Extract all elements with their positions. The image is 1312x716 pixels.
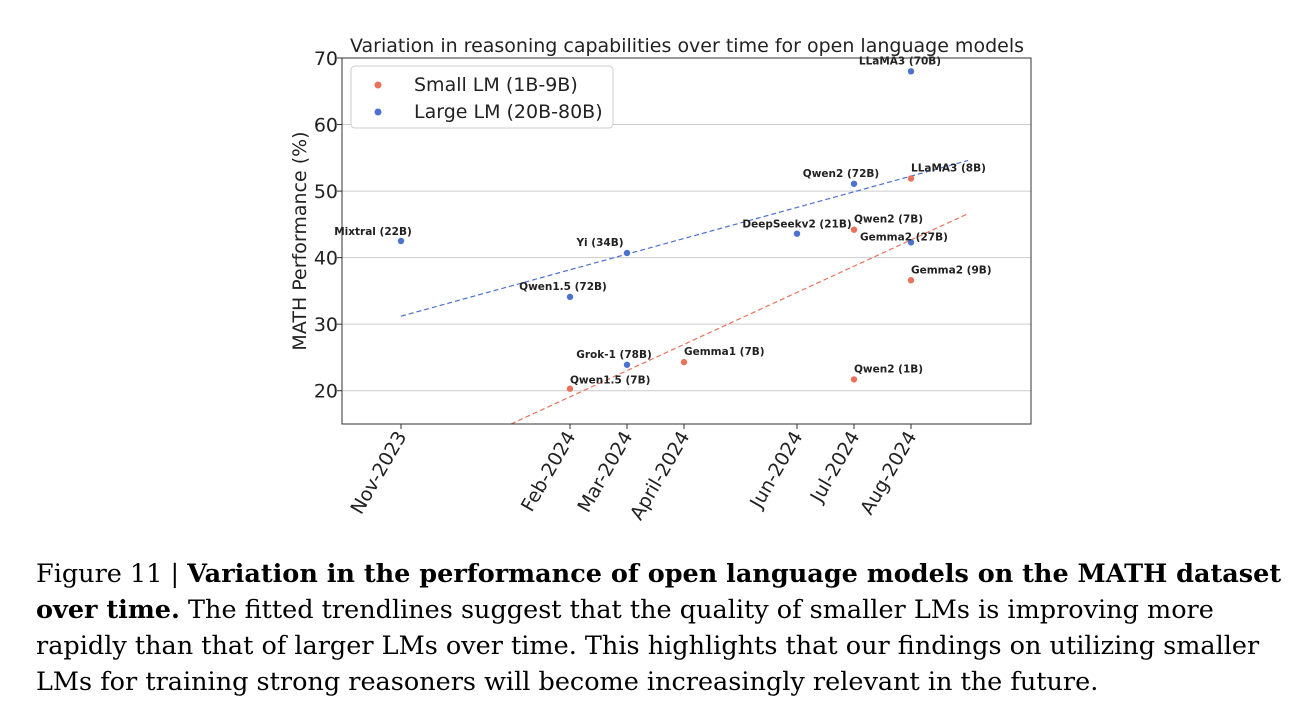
legend-label-small: Small LM (1B-9B) <box>414 74 578 96</box>
point-label: Qwen2 (72B) <box>803 168 879 180</box>
legend-marker-small <box>374 81 382 89</box>
x-tick-label: Aug-2024 <box>856 428 921 519</box>
point-label: Gemma1 (7B) <box>684 346 765 358</box>
y-axis-label: MATH Performance (%) <box>289 131 311 350</box>
data-point <box>850 180 858 187</box>
caption-title: Variation in the performance of open lan… <box>36 559 1282 625</box>
point-label: Mixtral (22B) <box>334 226 412 238</box>
y-tick-label: 20 <box>314 381 338 403</box>
trendline-small <box>510 213 969 425</box>
x-tick-label: Jul-2024 <box>806 428 865 508</box>
plot-frame <box>341 57 1032 425</box>
data-point <box>566 385 574 392</box>
legend-label-large: Large LM (20B-80B) <box>414 101 603 123</box>
point-label: Yi (34B) <box>575 237 623 249</box>
figure-caption: Figure 11 | Variation in the performance… <box>36 556 1288 700</box>
data-point <box>907 175 915 182</box>
x-tick-label: April-2024 <box>626 428 694 524</box>
x-tick-label: Mar-2024 <box>573 428 637 517</box>
y-tick-label: 30 <box>314 314 338 336</box>
data-point <box>566 293 574 301</box>
data-point <box>850 376 858 383</box>
point-label: Qwen1.5 (72B) <box>519 281 607 293</box>
data-points <box>397 68 915 392</box>
data-point <box>793 230 801 237</box>
x-tick-label: Feb-2024 <box>517 428 580 516</box>
x-tick-label: Jun-2024 <box>745 428 807 513</box>
scatter-chart: Variation in reasoning capabilities over… <box>289 35 1032 524</box>
trendline-large <box>400 159 969 317</box>
y-axis-ticks: 20 30 40 50 60 70 <box>314 48 342 403</box>
trendlines <box>400 159 969 425</box>
point-label: Grok-1 (78B) <box>576 349 652 361</box>
data-point <box>680 358 688 366</box>
caption-body: The fitted trendlines suggest that the q… <box>36 595 1260 697</box>
legend-box <box>350 65 614 129</box>
data-point <box>850 226 858 233</box>
y-tick-label: 50 <box>314 181 338 203</box>
point-label: LLaMA3 (70B) <box>859 55 941 67</box>
point-label: Qwen1.5 (7B) <box>570 375 650 387</box>
chart-title: Variation in reasoning capabilities over… <box>350 35 1024 57</box>
point-label: LLaMA3 (8B) <box>911 162 986 174</box>
y-tick-label: 70 <box>314 48 338 70</box>
point-labels: Qwen1.5 (7B) Gemma1 (7B) Qwen2 (7B) Qwen2 (… <box>334 55 991 386</box>
data-point <box>623 249 631 257</box>
caption-prefix: Figure 11 | <box>36 559 188 589</box>
legend: Small LM (1B-9B) Large LM (20B-80B) <box>350 65 614 129</box>
x-tick-label: Nov-2023 <box>346 428 411 518</box>
data-point <box>397 237 405 245</box>
point-label: Qwen2 (7B) <box>854 214 923 226</box>
y-tick-label: 40 <box>314 248 338 270</box>
data-point <box>907 277 915 284</box>
point-label: Gemma2 (9B) <box>911 264 992 276</box>
point-label: Qwen2 (1B) <box>854 363 923 375</box>
data-point <box>907 68 915 75</box>
point-label: Gemma2 (27B) <box>860 231 948 243</box>
y-tick-label: 60 <box>314 115 338 137</box>
legend-marker-large <box>374 108 382 116</box>
data-point <box>623 361 631 368</box>
point-label: DeepSeekv2 (21B) <box>742 219 851 231</box>
data-point <box>907 239 915 246</box>
